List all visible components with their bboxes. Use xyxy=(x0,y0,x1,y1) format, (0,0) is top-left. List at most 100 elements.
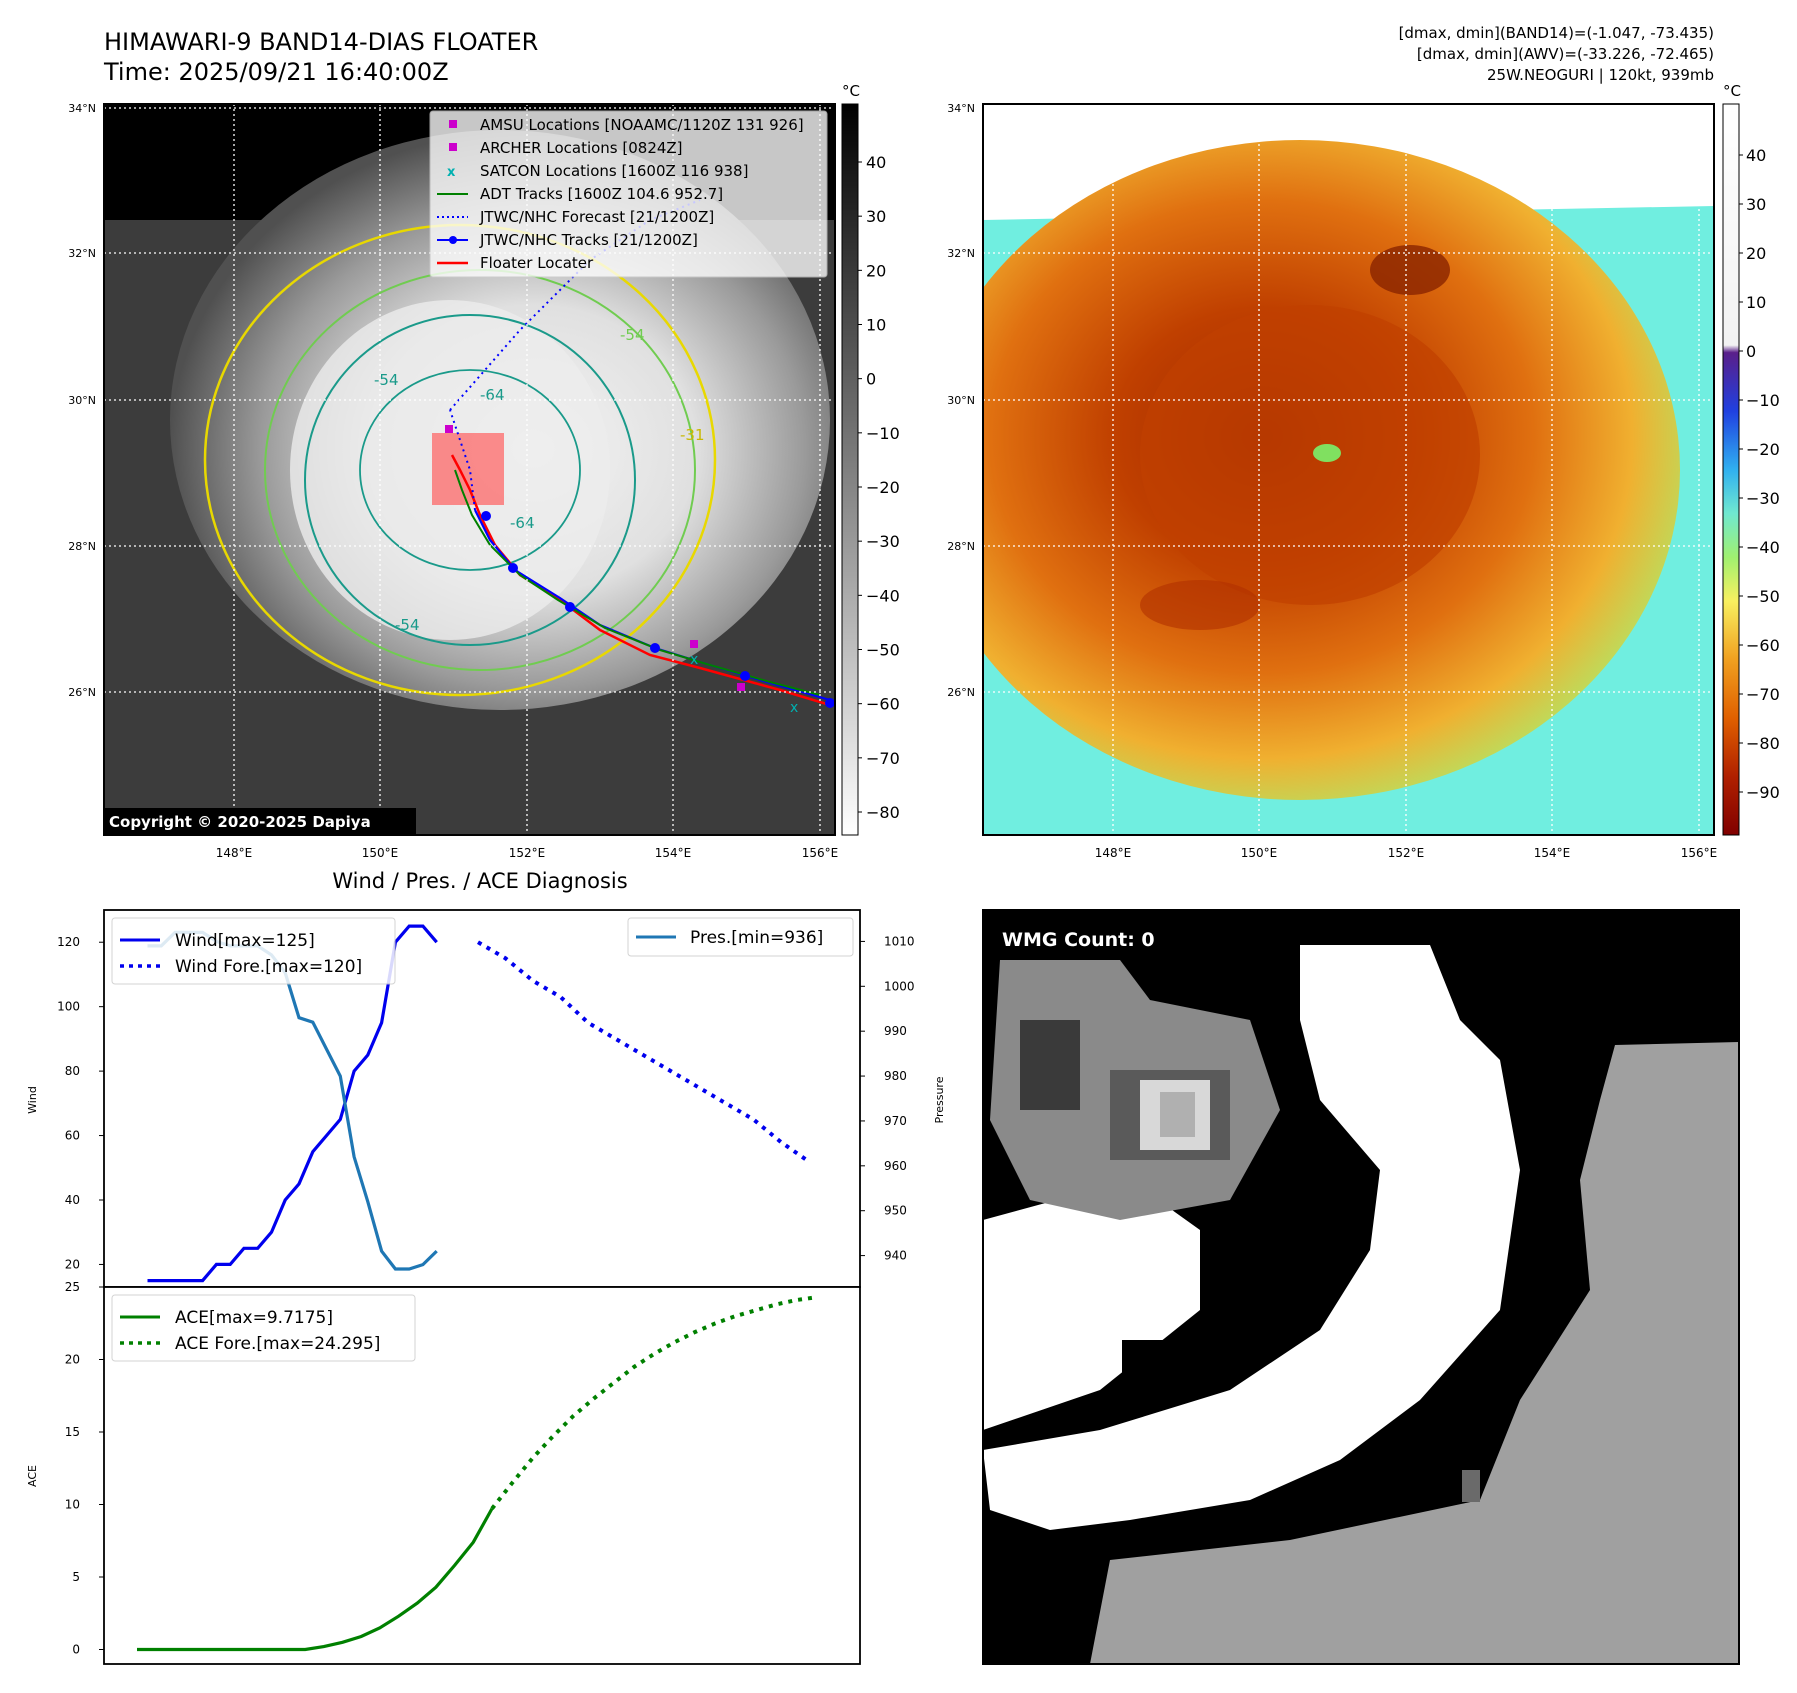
ir-cb-tick-label: 20 xyxy=(866,261,886,280)
lon-tick-label: 148°E xyxy=(1095,846,1132,860)
ir-cb-tick-label: −60 xyxy=(866,695,900,714)
legend-wind-fore-label: Wind Fore.[max=120] xyxy=(175,957,362,977)
ace-tick-label: 25 xyxy=(65,1280,80,1294)
legend-marker-archer xyxy=(449,143,457,151)
wind-legend: Wind[max=125] Wind Fore.[max=120] xyxy=(111,917,396,985)
legend-label: ADT Tracks [1600Z 104.6 952.7] xyxy=(480,185,723,203)
wind-tick-label: 60 xyxy=(65,1129,80,1143)
jtwc-track-point xyxy=(740,671,750,681)
lat-tick-label: 26°N xyxy=(68,686,96,699)
ir-colorbar xyxy=(841,103,859,836)
awv-gridlines xyxy=(983,104,1714,835)
legend-label: Floater Locater xyxy=(480,254,594,272)
adt-track-line xyxy=(454,469,821,696)
ir-lat-labels: 34°N 32°N 30°N 28°N 26°N xyxy=(68,102,96,699)
ir-cb-tick-label: −50 xyxy=(866,641,900,660)
wind-tick-label: 80 xyxy=(65,1064,80,1078)
awv-eye xyxy=(1313,444,1341,462)
wmg-gray-pixel xyxy=(1462,1470,1480,1502)
wind-yticks: 20 40 60 80 100 120 xyxy=(57,935,104,1271)
wmg-gray-region xyxy=(1090,1042,1739,1664)
ace-tick-label: 5 xyxy=(72,1570,80,1584)
wmg-dark-cell xyxy=(1020,1020,1080,1110)
legend-marker-satcon: x xyxy=(447,165,456,180)
ace-observed-line xyxy=(137,1507,494,1652)
lon-tick-label: 154°E xyxy=(655,846,692,860)
wind-legend-box xyxy=(111,917,396,985)
awv-cb-tick-label: −10 xyxy=(1746,391,1780,410)
awv-cb-tick-label: −90 xyxy=(1746,783,1780,802)
awv-cb-tick-label: 20 xyxy=(1746,244,1766,263)
ir-legend-box xyxy=(429,110,828,278)
ir-contour-teal xyxy=(304,314,636,646)
wind-axis-label: Wind xyxy=(26,1086,39,1114)
ace-axis-label: ACE xyxy=(26,1465,39,1487)
ace-tick-label: 10 xyxy=(65,1498,80,1512)
jtwc-track-point xyxy=(825,698,835,708)
ir-colorbar-unit: °C xyxy=(842,82,860,100)
lat-tick-label: 32°N xyxy=(947,247,975,260)
lon-tick-label: 150°E xyxy=(362,846,399,860)
awv-frame xyxy=(982,103,1715,836)
awv-cb-tick-label: 30 xyxy=(1746,195,1766,214)
legend-label: ARCHER Locations [0824Z] xyxy=(480,139,683,157)
amsu-marker xyxy=(737,683,745,691)
lat-tick-label: 26°N xyxy=(947,686,975,699)
contour-label: -54 xyxy=(395,616,420,634)
lat-tick-label: 30°N xyxy=(947,394,975,407)
wind-tick-label: 20 xyxy=(65,1257,80,1271)
wmg-panel: WMG Count: 0 xyxy=(982,909,1740,1665)
info-band14-range: [dmax, dmin](BAND14)=(-1.047, -73.435) xyxy=(1399,24,1714,42)
legend-wind-label: Wind[max=125] xyxy=(175,931,315,951)
contour-label: -64 xyxy=(510,514,535,532)
wmg-count-label: WMG Count: 0 xyxy=(1002,929,1155,951)
ir-cb-tick-label: 10 xyxy=(866,316,886,335)
pres-tick-label: 960 xyxy=(884,1159,907,1173)
lon-tick-label: 156°E xyxy=(802,846,839,860)
pressure-yticks: 940 950 960 970 980 990 1000 1010 xyxy=(860,934,915,1263)
ace-legend-box xyxy=(111,1294,416,1362)
ir-panel: -54 -64 -64 -54 -54 -31 x x xyxy=(68,82,900,860)
lat-tick-label: 30°N xyxy=(68,394,96,407)
wmg-white-band xyxy=(983,945,1520,1530)
pres-legend: Pres.[min=936] xyxy=(627,917,854,957)
ir-cb-tick-label: 40 xyxy=(866,153,886,172)
awv-cb-tick-label: 0 xyxy=(1746,342,1756,361)
legend-label: JTWC/NHC Tracks [21/1200Z] xyxy=(479,231,698,249)
jtwc-track-point xyxy=(565,602,575,612)
awv-cb-tick-label: −30 xyxy=(1746,489,1780,508)
ir-cb-tick-label: −40 xyxy=(866,586,900,605)
awv-core xyxy=(1140,305,1480,605)
contour-label: -54 xyxy=(374,371,399,389)
wind-tick-label: 120 xyxy=(57,935,80,949)
ir-cb-tick-label: 30 xyxy=(866,207,886,226)
contour-label: -64 xyxy=(480,386,505,404)
ace-tick-label: 15 xyxy=(65,1425,80,1439)
legend-marker-tracks-dot xyxy=(449,236,457,244)
pres-tick-label: 980 xyxy=(884,1069,907,1083)
awv-cb-tick-label: 40 xyxy=(1746,146,1766,165)
awv-cb-tick-label: −50 xyxy=(1746,587,1780,606)
jtwc-track-point xyxy=(650,643,660,653)
awv-cb-tick-label: −60 xyxy=(1746,636,1780,655)
lat-tick-label: 32°N xyxy=(68,247,96,260)
awv-moist-band xyxy=(1140,580,1260,630)
ir-cb-tick-label: −70 xyxy=(866,749,900,768)
copyright-text: Copyright © 2020-2025 Dapiya xyxy=(109,813,371,831)
ace-series xyxy=(137,1295,818,1652)
pres-tick-label: 1000 xyxy=(884,979,915,993)
diagnosis-title: Wind / Pres. / ACE Diagnosis xyxy=(332,869,627,893)
wind-tick-label: 100 xyxy=(57,1000,80,1014)
copyright-box xyxy=(104,808,416,834)
awv-colorbar-unit: °C xyxy=(1723,82,1741,100)
awv-cb-tick-label: 10 xyxy=(1746,293,1766,312)
wind-pres-panel: Wind Pressure 20 40 60 80 100 120 940 950 960 97… xyxy=(26,909,946,1288)
awv-lat-labels: 34°N 32°N 30°N 28°N 26°N xyxy=(947,102,975,699)
ace-panel: ACE 0 5 10 15 20 25 ACE[max=9.7175] ACE Fore.… xyxy=(26,1280,861,1665)
ir-frame xyxy=(103,103,836,836)
wmg-white-left xyxy=(983,1180,1200,1430)
lon-tick-label: 156°E xyxy=(1681,846,1718,860)
legend-label: AMSU Locations [NOAAMC/1120Z 131 926] xyxy=(480,116,804,134)
lon-tick-label: 154°E xyxy=(1534,846,1571,860)
